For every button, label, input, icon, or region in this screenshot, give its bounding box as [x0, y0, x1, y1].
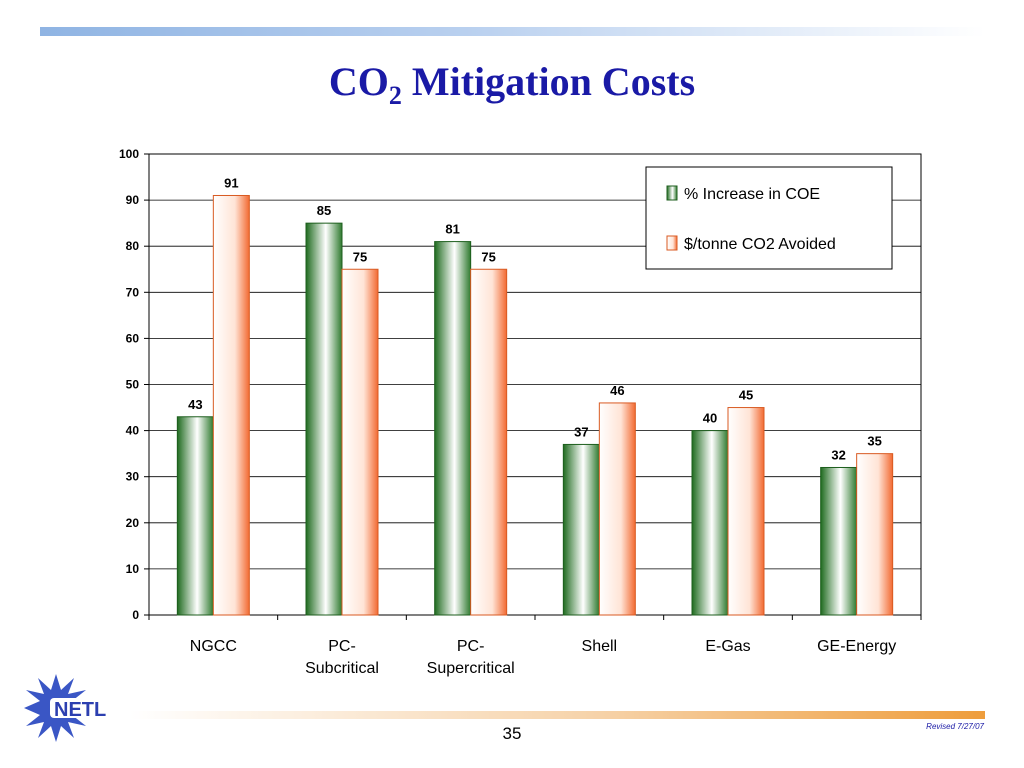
data-label: 45	[739, 388, 753, 403]
legend-swatch	[666, 185, 678, 201]
y-tick-label: 40	[126, 424, 140, 438]
netl-logo: NETL	[20, 668, 132, 748]
legend-label: % Increase in COE	[684, 186, 820, 203]
x-tick-label-line: E-Gas	[705, 638, 750, 655]
title-subscript: 2	[388, 81, 402, 110]
bar-coe-increase	[434, 241, 472, 616]
bar-chart: 0 10 20 30 40 50 60 70 80 90 100 NGCC PC- Subcritical…	[119, 147, 922, 677]
logo-text: NETL	[54, 699, 106, 721]
data-label: 35	[867, 434, 881, 449]
x-tick-label: NGCC	[190, 638, 237, 655]
bar-co2-avoided	[598, 402, 636, 616]
bar-co2-avoided	[856, 453, 894, 616]
data-label: 85	[317, 203, 331, 218]
bar-co2-avoided	[212, 194, 250, 616]
bar-coe-increase	[820, 466, 858, 616]
y-tick-label: 10	[126, 562, 140, 576]
slide-title: CO2 Mitigation Costs	[0, 58, 1024, 111]
data-label: 43	[188, 397, 202, 412]
data-label: 37	[574, 424, 588, 439]
bar-co2-avoided	[341, 268, 379, 616]
x-tick-label-line: PC-	[328, 638, 356, 655]
data-label: 40	[703, 411, 717, 426]
x-tick-label-line: NGCC	[190, 638, 237, 655]
y-tick-label: 80	[126, 239, 140, 253]
data-label: 32	[831, 447, 845, 462]
page-number: 35	[502, 724, 522, 743]
data-label: 81	[445, 222, 459, 237]
legend-box	[645, 166, 893, 270]
y-tick-label: 30	[126, 470, 140, 484]
x-tick-label: Shell	[582, 638, 618, 655]
x-tick-label-line: Supercritical	[427, 660, 515, 677]
x-tick-label-line: Subcritical	[305, 660, 379, 677]
bar-coe-increase	[176, 416, 214, 616]
legend-swatch	[666, 235, 678, 251]
top-decorative-band	[40, 27, 985, 36]
x-tick-label-line: PC-	[457, 638, 485, 655]
data-label: 46	[610, 383, 624, 398]
data-label: 91	[224, 175, 238, 190]
x-tick-label: E-Gas	[705, 638, 750, 655]
bar-coe-increase	[691, 430, 729, 616]
y-tick-label: 100	[119, 147, 139, 161]
bar-coe-increase	[562, 443, 600, 616]
legend-label: $/tonne CO2 Avoided	[684, 236, 836, 253]
y-tick-label: 90	[126, 193, 140, 207]
x-tick-label: PC- Subcritical	[305, 638, 379, 677]
y-tick-label: 70	[126, 285, 140, 299]
y-tick-label: 60	[126, 331, 140, 345]
bar-coe-increase	[305, 222, 343, 616]
y-tick-label: 20	[126, 516, 140, 530]
x-tick-label-line: GE-Energy	[817, 638, 896, 655]
y-tick-label: 50	[126, 378, 140, 392]
bar-co2-avoided	[470, 268, 508, 616]
data-label: 75	[481, 249, 495, 264]
y-tick-label: 0	[132, 608, 139, 622]
x-tick-label-line: Shell	[582, 638, 618, 655]
data-label: 75	[353, 249, 367, 264]
bar-co2-avoided	[727, 407, 765, 616]
title-rest: Mitigation Costs	[401, 59, 696, 104]
revised-date: Revised 7/27/07	[926, 722, 984, 731]
x-tick-label: GE-Energy	[817, 638, 896, 655]
title-co: CO	[328, 59, 389, 104]
bottom-decorative-band	[130, 711, 985, 719]
x-tick-label: PC- Supercritical	[427, 638, 515, 677]
